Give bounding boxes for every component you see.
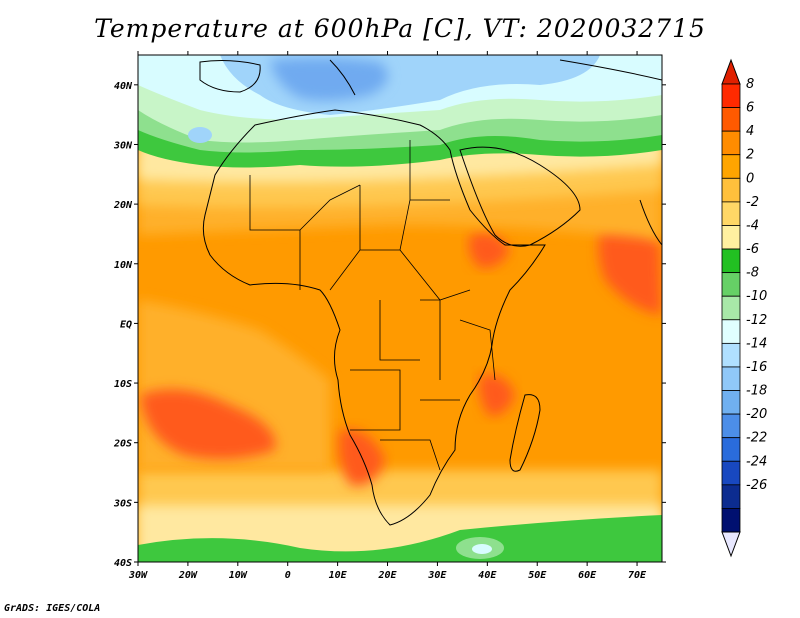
colorbar-label: -14 bbox=[746, 336, 767, 351]
colorbar-label: -20 bbox=[746, 407, 767, 422]
x-tick-label: 50E bbox=[528, 570, 547, 581]
colorbar-swatch bbox=[721, 484, 741, 509]
field-southwest-hot bbox=[140, 389, 276, 459]
field-east-hot bbox=[598, 225, 662, 315]
colorbar-swatch bbox=[721, 508, 741, 533]
x-tick-label: 30W bbox=[128, 570, 148, 581]
temperature-field bbox=[138, 55, 662, 562]
colorbar-label: -22 bbox=[746, 431, 767, 446]
colorbar-label: 6 bbox=[746, 101, 754, 116]
map-axis-ticks: 30W 20W 10W 0 10E 20E 30E 40E 50E 60E 70E 40N 30N 20N… bbox=[113, 51, 666, 581]
colorbar-label: -26 bbox=[746, 478, 767, 493]
y-tick-label: 20N bbox=[113, 200, 133, 211]
colorbar-swatch bbox=[721, 248, 741, 274]
colorbar-swatch bbox=[721, 83, 741, 108]
x-tick-label: 10W bbox=[229, 570, 248, 581]
colorbar-swatch bbox=[721, 437, 741, 462]
colorbar-under-arrow bbox=[721, 531, 741, 558]
coastlines bbox=[199, 59, 662, 526]
colorbar-swatch bbox=[721, 130, 741, 156]
x-tick-label: 0 bbox=[285, 570, 291, 581]
madagascar bbox=[509, 394, 541, 472]
field-madagascar-hot bbox=[479, 374, 515, 416]
colorbar-label: -18 bbox=[746, 384, 767, 399]
colorbar-swatch bbox=[721, 366, 741, 391]
colorbar-swatch bbox=[721, 201, 741, 226]
colorbar-label: -2 bbox=[746, 195, 759, 210]
colorbar-swatch bbox=[721, 342, 741, 368]
plot-frame bbox=[137, 54, 663, 563]
x-tick-label: 10E bbox=[329, 570, 348, 581]
y-tick-label: EQ bbox=[120, 319, 132, 330]
colorbar-label: 0 bbox=[746, 171, 754, 186]
colorbar-over-arrow bbox=[721, 58, 741, 85]
colorbar-swatch bbox=[721, 460, 741, 486]
colorbar-swatch bbox=[721, 413, 741, 439]
colorbar-swatch bbox=[721, 295, 741, 321]
italy-coast bbox=[329, 59, 356, 96]
y-tick-label: 10N bbox=[114, 260, 133, 271]
colorbar-label: -4 bbox=[746, 218, 759, 233]
y-tick-label: 40N bbox=[114, 81, 133, 92]
colorbar-swatch bbox=[721, 154, 741, 179]
x-tick-label: 20W bbox=[178, 570, 198, 581]
x-tick-label: 60E bbox=[578, 570, 597, 581]
iberia-coast bbox=[199, 60, 261, 93]
india-coast bbox=[639, 199, 662, 246]
field-atlantic-cyan-patch bbox=[188, 127, 212, 143]
colorbar-label: 8 bbox=[746, 77, 754, 92]
x-tick-label: 30E bbox=[427, 570, 447, 581]
colorbar-swatch bbox=[721, 390, 741, 415]
chart-title: Temperature at 600hPa [C], VT: 202003271… bbox=[94, 14, 706, 43]
y-tick-label: 20S bbox=[113, 439, 132, 450]
x-tick-label: 20E bbox=[377, 570, 397, 581]
colorbar-swatch bbox=[721, 225, 741, 250]
field-mediterranean-blue bbox=[270, 57, 388, 101]
colorbar-swatch bbox=[721, 107, 741, 132]
arabian-peninsula bbox=[459, 146, 581, 247]
field-south-green bbox=[138, 515, 662, 562]
colorbar-swatch bbox=[721, 272, 741, 297]
colorbar-label: -24 bbox=[746, 454, 767, 469]
x-tick-label: 70E bbox=[628, 570, 647, 581]
colorbar-label: 4 bbox=[746, 124, 754, 139]
colorbar-swatch bbox=[721, 177, 741, 203]
africa-coastline bbox=[202, 109, 546, 526]
x-tick-label: 40E bbox=[478, 570, 497, 581]
grads-credit: GrADS: IGES/COLA bbox=[4, 603, 101, 614]
y-tick-label: 30N bbox=[113, 140, 133, 151]
colorbar-label: -10 bbox=[746, 289, 767, 304]
colorbar-label: 2 bbox=[746, 148, 754, 163]
colorbar-label: -6 bbox=[746, 242, 759, 257]
country-borders bbox=[249, 140, 496, 471]
y-tick-label: 10S bbox=[114, 379, 132, 390]
colorbar-label: -16 bbox=[746, 360, 767, 375]
colorbar-label: -12 bbox=[746, 313, 767, 328]
y-tick-label: 40S bbox=[114, 558, 132, 569]
y-tick-label: 30S bbox=[113, 498, 132, 509]
colorbar-swatch bbox=[721, 319, 741, 344]
field-south-cyan-patch bbox=[472, 544, 492, 554]
colorbar-label: -8 bbox=[746, 266, 759, 281]
colorbar: 8 6 4 2 0 -2 -4 -6 -8 -10 -12 -14 -16 -18 -20 -22 -24 -26 bbox=[721, 58, 767, 558]
asia-coast bbox=[559, 59, 662, 81]
